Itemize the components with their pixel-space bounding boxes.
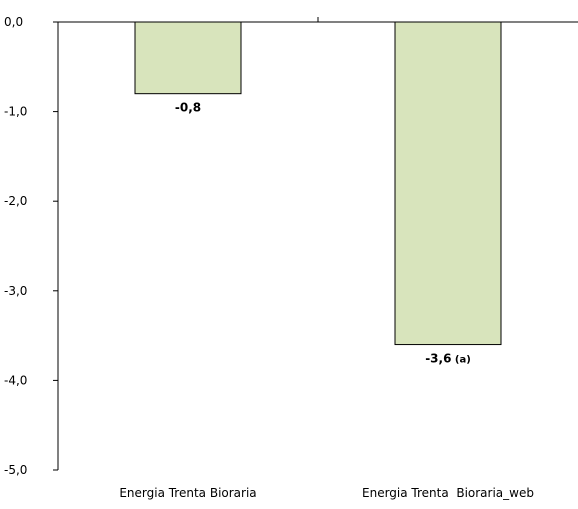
data-label: -3,6 (a) xyxy=(425,352,471,366)
data-label: -0,8 xyxy=(175,101,201,115)
category-label: Energia Trenta Bioraria_web xyxy=(362,486,534,500)
y-tick-label: -3,0 xyxy=(4,284,27,298)
y-tick-label: -1,0 xyxy=(4,105,27,119)
data-label-value: -0,8 xyxy=(175,101,201,115)
y-tick-label: -4,0 xyxy=(4,373,27,387)
y-tick-label: -5,0 xyxy=(4,463,27,477)
category-label: Energia Trenta Bioraria xyxy=(119,486,256,500)
bar xyxy=(134,21,242,95)
bar xyxy=(394,21,502,346)
y-tick-label: -2,0 xyxy=(4,194,27,208)
data-label-value: -3,6 xyxy=(425,352,451,366)
y-tick-label: 0,0 xyxy=(4,15,23,29)
data-label-note: (a) xyxy=(451,355,470,366)
